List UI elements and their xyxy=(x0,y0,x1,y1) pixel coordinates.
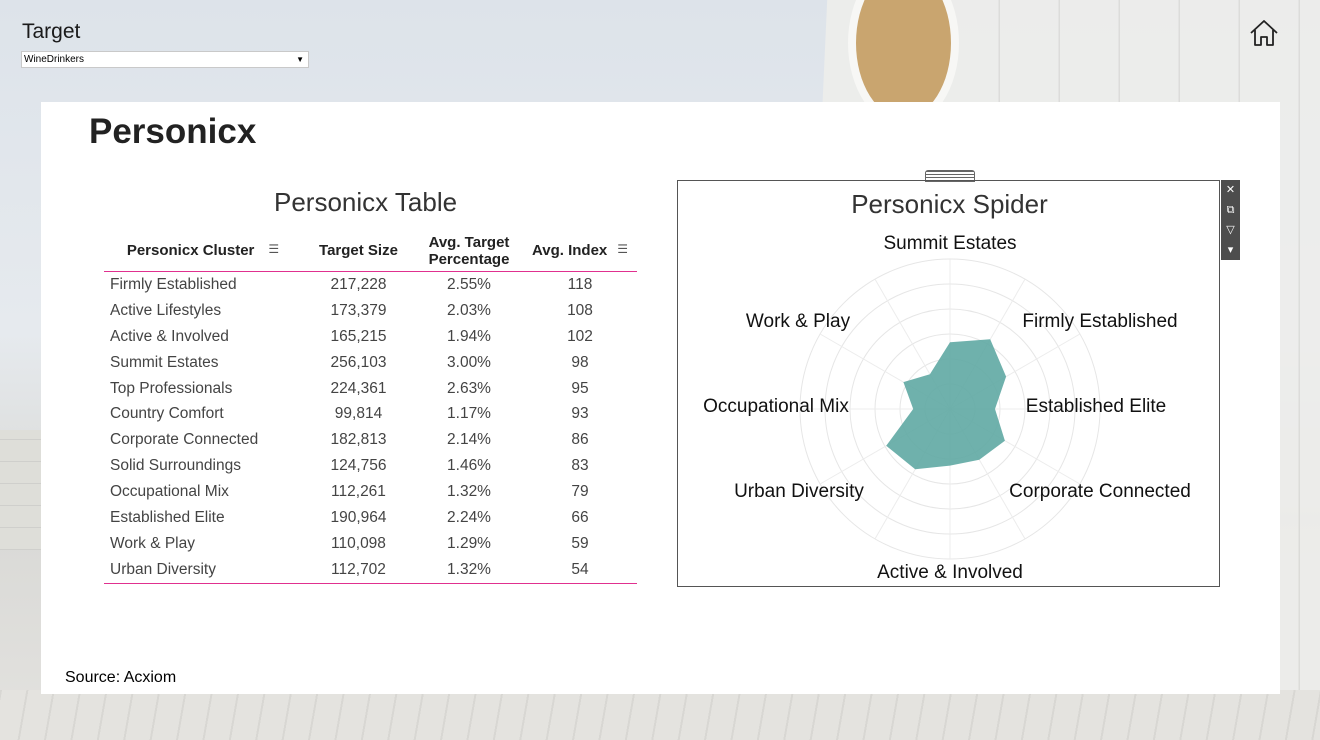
cell-avg-index: 98 xyxy=(571,353,589,371)
cell-avg-index: 93 xyxy=(571,405,589,423)
spider-chart: Personicx Spider Summit Estates Firmly Es… xyxy=(677,180,1220,587)
cell-cluster: Top Professionals xyxy=(110,379,233,397)
cell-target-size: 110,098 xyxy=(331,534,386,552)
sort-icon[interactable]: ☰ xyxy=(268,242,280,256)
cell-avg-target-percentage: 2.55% xyxy=(447,275,491,293)
axis-label: Work & Play xyxy=(746,311,851,332)
filter-icon[interactable]: ▽ xyxy=(1226,224,1235,236)
target-dropdown-value: WineDrinkers xyxy=(24,54,85,65)
table-row[interactable]: Active & Involved 165,215 1.94% 102 xyxy=(104,324,637,350)
cell-avg-index: 54 xyxy=(571,560,589,578)
table-body: Firmly Established 217,228 2.55% 118 Active … xyxy=(104,272,637,583)
cell-cluster: Active Lifestyles xyxy=(110,301,222,319)
column-header-avg-target-percentage[interactable]: Avg. Target Percentage xyxy=(428,233,510,268)
axis-label: Summit Estates xyxy=(883,233,1016,254)
cell-cluster: Urban Diversity xyxy=(110,560,216,578)
cell-cluster: Occupational Mix xyxy=(110,483,229,501)
popout-icon[interactable]: ⧉ xyxy=(1226,204,1235,216)
table-row[interactable]: Work & Play 110,098 1.29% 59 xyxy=(104,531,637,557)
cell-target-size: 190,964 xyxy=(330,508,387,526)
cell-cluster: Corporate Connected xyxy=(110,431,259,449)
cell-avg-target-percentage: 2.24% xyxy=(447,508,491,526)
cell-avg-target-percentage: 1.32% xyxy=(447,483,491,501)
source-note: Source: Acxiom xyxy=(65,669,177,686)
axis-label: Urban Diversity xyxy=(734,481,864,502)
target-dropdown[interactable]: WineDrinkers ▼ xyxy=(21,51,309,68)
cell-avg-index: 95 xyxy=(571,379,589,397)
series-area[interactable] xyxy=(886,339,1007,470)
column-header-target-size[interactable]: Target Size xyxy=(319,242,398,259)
cell-avg-index: 83 xyxy=(571,457,589,475)
dropdown-arrow-icon[interactable]: ▼ xyxy=(296,55,304,64)
cell-avg-index: 108 xyxy=(567,301,593,319)
cell-avg-index: 102 xyxy=(567,327,593,345)
cell-target-size: 112,702 xyxy=(331,560,386,578)
cell-avg-target-percentage: 2.03% xyxy=(447,301,491,319)
table-row[interactable]: Firmly Established 217,228 2.55% 118 xyxy=(104,272,637,298)
sort-icon[interactable]: ☰ xyxy=(617,242,629,256)
cell-cluster: Active & Involved xyxy=(110,327,229,345)
column-header-avg-index[interactable]: Avg. Index ☰ xyxy=(531,242,629,259)
table-row[interactable]: Top Professionals 224,361 2.63% 95 xyxy=(104,376,637,402)
table-row[interactable]: Active Lifestyles 173,379 2.03% 108 xyxy=(104,298,637,324)
axis-label: Firmly Established xyxy=(1022,311,1177,332)
cell-cluster: Firmly Established xyxy=(110,275,237,293)
cell-target-size: 256,103 xyxy=(330,353,387,371)
cell-target-size: 173,379 xyxy=(330,301,387,319)
cell-avg-target-percentage: 1.29% xyxy=(447,534,491,552)
cell-cluster: Country Comfort xyxy=(110,405,224,423)
axis-label: Occupational Mix xyxy=(703,396,849,417)
cell-avg-target-percentage: 2.63% xyxy=(447,379,491,397)
cell-avg-target-percentage: 1.17% xyxy=(447,405,491,423)
cell-target-size: 112,261 xyxy=(331,483,386,501)
cell-cluster: Established Elite xyxy=(110,508,225,526)
table-row[interactable]: Summit Estates 256,103 3.00% 98 xyxy=(104,350,637,376)
cell-avg-index: 86 xyxy=(571,431,589,449)
table-row[interactable]: Established Elite 190,964 2.24% 66 xyxy=(104,505,637,531)
cell-avg-target-percentage: 1.46% xyxy=(447,457,491,475)
cell-target-size: 182,813 xyxy=(330,431,387,449)
cell-avg-target-percentage: 1.32% xyxy=(447,560,491,578)
table-row[interactable]: Urban Diversity 112,702 1.32% 54 xyxy=(104,557,637,583)
cell-cluster: Solid Surroundings xyxy=(110,457,241,475)
table-header: Personicx Cluster ☰ Target Size Avg. Tar… xyxy=(104,230,637,272)
cell-avg-index: 59 xyxy=(571,534,589,552)
axis-label: Corporate Connected xyxy=(1009,481,1191,502)
chart-toolbar: ✕ ⧉ ▽ ▾ xyxy=(1221,180,1240,260)
axis-label: Active & Involved xyxy=(877,562,1023,583)
content-panel: Personicx Personicx Table Personicx Clus… xyxy=(41,102,1280,694)
table-row[interactable]: Solid Surroundings 124,756 1.46% 83 xyxy=(104,453,637,479)
cell-target-size: 165,215 xyxy=(330,327,387,345)
spider-title: Personicx Spider xyxy=(851,189,1048,219)
cell-avg-target-percentage: 3.00% xyxy=(447,353,491,371)
background-left-wall xyxy=(0,430,42,550)
cell-avg-index: 79 xyxy=(571,483,589,501)
cell-target-size: 217,228 xyxy=(330,275,387,293)
target-title: Target xyxy=(22,20,81,43)
spider-svg: Summit Estates Firmly Established Establis… xyxy=(703,233,1191,583)
cell-avg-target-percentage: 1.94% xyxy=(447,327,491,345)
table-row[interactable]: Corporate Connected 182,813 2.14% 86 xyxy=(104,427,637,453)
home-icon[interactable] xyxy=(1248,18,1280,48)
page-title: Personicx xyxy=(89,112,257,151)
axis-label: Established Elite xyxy=(1026,396,1166,417)
cell-target-size: 124,756 xyxy=(330,457,387,475)
cell-cluster: Summit Estates xyxy=(110,353,219,371)
table-bottom-border xyxy=(104,582,637,584)
drag-handle[interactable] xyxy=(925,170,975,182)
cell-target-size: 99,814 xyxy=(334,405,383,423)
cell-avg-index: 118 xyxy=(567,275,593,293)
table-row[interactable]: Occupational Mix 112,261 1.32% 79 xyxy=(104,479,637,505)
background-floor xyxy=(0,690,1320,740)
close-icon[interactable]: ✕ xyxy=(1225,184,1236,196)
cell-target-size: 224,361 xyxy=(330,379,387,397)
cell-avg-target-percentage: 2.14% xyxy=(447,431,491,449)
cell-avg-index: 66 xyxy=(571,508,589,526)
table-row[interactable]: Country Comfort 99,814 1.17% 93 xyxy=(104,401,637,427)
personicx-table: Personicx Cluster ☰ Target Size Avg. Tar… xyxy=(104,230,637,584)
chevron-down-icon[interactable]: ▾ xyxy=(1227,244,1234,256)
table-title: Personicx Table xyxy=(274,187,458,217)
cell-cluster: Work & Play xyxy=(110,534,195,552)
column-header-cluster[interactable]: Personicx Cluster ☰ xyxy=(126,242,280,259)
